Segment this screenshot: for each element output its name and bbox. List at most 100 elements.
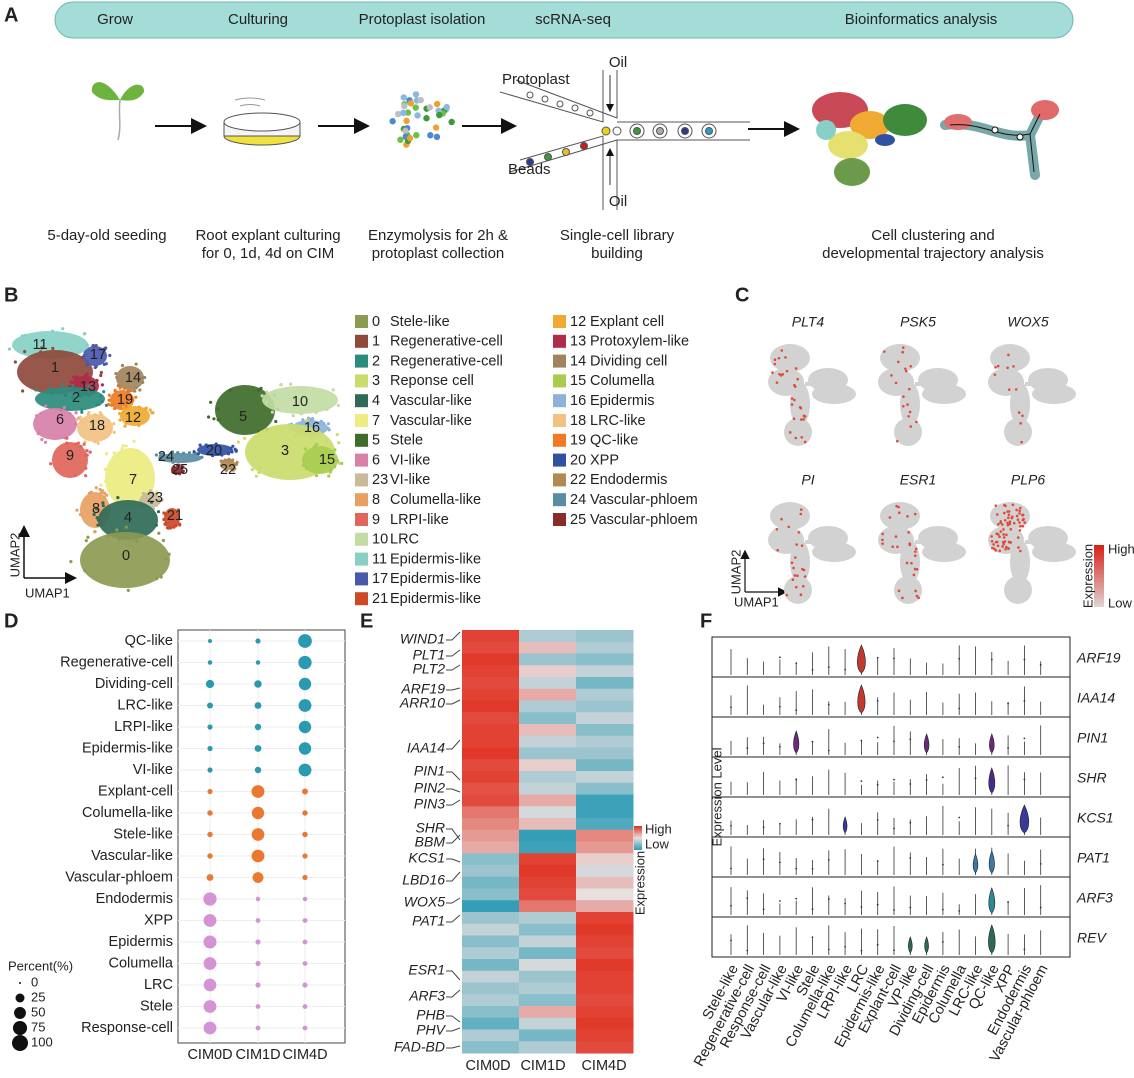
violin-point xyxy=(827,749,830,752)
gene-label: ARF19 xyxy=(400,681,445,697)
heatmap-cell xyxy=(462,1017,520,1030)
cell-point xyxy=(118,418,122,422)
expression-point xyxy=(791,578,795,582)
cluster-number: 0 xyxy=(122,548,130,564)
heatmap-cell xyxy=(519,982,577,995)
cell-point xyxy=(336,403,340,408)
legend-swatch xyxy=(355,374,368,388)
cluster-region xyxy=(35,387,105,411)
expression-point xyxy=(915,594,919,598)
microfluidic-device xyxy=(499,70,750,210)
gene-leader xyxy=(446,1015,461,1023)
cell-point xyxy=(158,454,162,458)
cluster-number: 3 xyxy=(281,443,289,459)
heatmap-cell xyxy=(462,1006,520,1019)
expression-point xyxy=(993,547,996,551)
cluster-region xyxy=(164,508,180,528)
cell-point xyxy=(78,415,82,419)
heatmap-cell xyxy=(576,818,634,831)
legend-swatch xyxy=(355,433,368,447)
cell-point xyxy=(289,382,293,386)
legend-id: 10 xyxy=(372,532,388,548)
violin xyxy=(857,684,866,714)
cluster-region xyxy=(302,446,338,474)
legend-id: 11 xyxy=(372,551,387,567)
legend-swatch xyxy=(553,513,566,526)
size-legend-label: 75 xyxy=(31,1019,45,1034)
violin-point xyxy=(1007,824,1009,827)
protoplast-dot xyxy=(413,132,420,139)
violin-point xyxy=(1039,906,1042,909)
cell-point xyxy=(181,470,185,474)
legend-swatch xyxy=(355,453,368,467)
cell-point xyxy=(80,410,84,414)
expression-point xyxy=(793,574,797,577)
cell-point xyxy=(39,350,43,354)
heatmap-cell xyxy=(519,935,577,948)
heatmap-cell xyxy=(462,806,520,819)
violin-point xyxy=(909,821,912,824)
expression-point xyxy=(908,410,912,414)
umap-silhouette xyxy=(1032,542,1076,562)
cell-point xyxy=(230,450,234,454)
step-label: Culturing xyxy=(228,11,288,28)
expression-point xyxy=(994,504,998,507)
cell-point xyxy=(161,452,166,456)
legend-swatch xyxy=(355,334,368,348)
cell-point xyxy=(234,449,238,453)
cell-point xyxy=(319,419,323,423)
dot xyxy=(302,810,308,816)
expression-point xyxy=(1018,512,1021,515)
expression-point xyxy=(901,346,905,349)
cell-point xyxy=(61,383,65,387)
umap-silhouette xyxy=(770,344,810,372)
heatmap-cell xyxy=(519,653,577,666)
expression-point xyxy=(802,418,805,421)
heatmap-cell xyxy=(519,959,577,972)
violin-point xyxy=(942,908,944,911)
dot xyxy=(207,810,213,816)
dot xyxy=(251,785,265,798)
legend-name: Vascular-phloem xyxy=(590,492,698,508)
gene-leader xyxy=(446,834,461,844)
cell-point xyxy=(115,375,119,379)
heatmap-cell xyxy=(462,900,520,913)
expression-point xyxy=(1012,521,1016,525)
cell-point xyxy=(84,466,88,470)
cell-point xyxy=(131,398,135,402)
cell-point xyxy=(138,388,142,392)
expression-point xyxy=(992,543,995,546)
expression-point xyxy=(1007,388,1011,391)
cell-point xyxy=(265,390,269,394)
dot xyxy=(205,679,215,689)
gene-label: WOX5 xyxy=(404,894,445,910)
row-label: Explant-cell xyxy=(98,783,173,799)
cell-point xyxy=(100,400,104,404)
dot xyxy=(255,918,261,923)
violin xyxy=(842,816,848,834)
cell-point xyxy=(154,523,158,527)
gene-leader xyxy=(446,858,461,863)
cell-point xyxy=(176,508,180,512)
violin xyxy=(857,644,866,674)
cluster-number: 19 xyxy=(117,392,133,408)
heatmap-cell xyxy=(462,865,520,878)
step-caption: Enzymolysis for 2h & xyxy=(368,227,508,244)
row-label: Vascular-phloem xyxy=(65,869,173,885)
cell-point xyxy=(39,412,43,416)
expression-point xyxy=(787,525,791,529)
violin-point xyxy=(1039,663,1042,666)
expression-point xyxy=(785,369,789,373)
expression-point xyxy=(1006,521,1009,525)
cell-point xyxy=(76,441,80,445)
cell-point xyxy=(219,459,223,463)
row-label: Epidermis xyxy=(109,934,173,950)
violin-point xyxy=(811,908,814,911)
dot xyxy=(298,742,312,755)
cell-point xyxy=(328,470,332,474)
expression-point xyxy=(897,511,901,515)
cell-point xyxy=(177,472,182,476)
expression-point xyxy=(780,517,783,521)
cell-point xyxy=(101,501,105,505)
heatmap-cell xyxy=(462,747,520,760)
